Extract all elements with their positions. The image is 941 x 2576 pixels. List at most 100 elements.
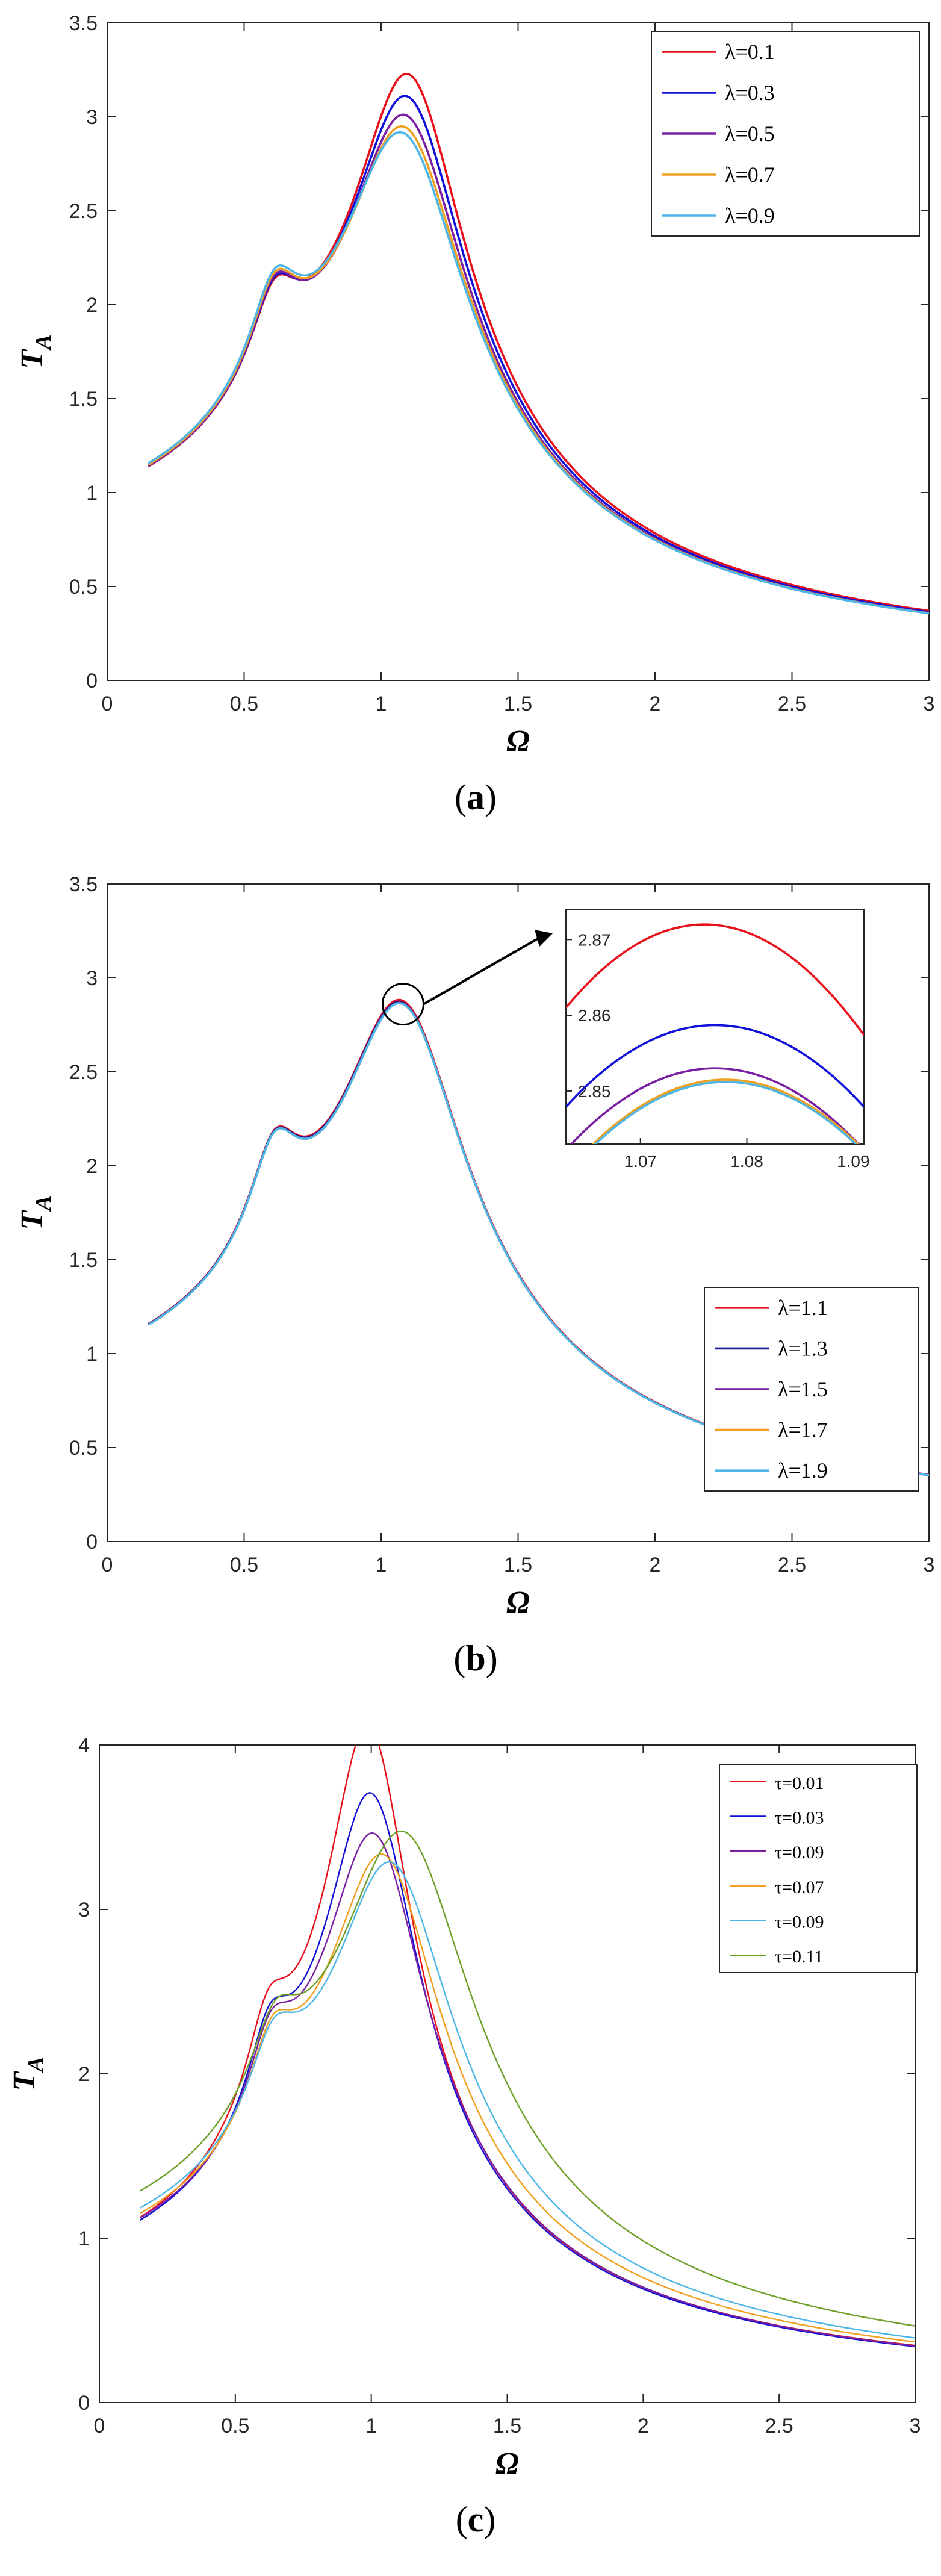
y-tick-label: 2.5 bbox=[69, 200, 98, 223]
inset-x-tick-label: 1.07 bbox=[624, 1152, 657, 1171]
chart-panel-b: 0 0.5 1 1.5 2 2.5 3 0 0.5 1 1.5 2 2.5 3 3.5 Ω TA λ=1.1 λ=1… bbox=[0, 861, 941, 1722]
y-tick-label: 0 bbox=[78, 2392, 90, 2415]
y-tick-label: 1 bbox=[86, 482, 98, 505]
y-tick-label: 3 bbox=[86, 106, 98, 129]
legend-label: τ=0.09 bbox=[775, 1912, 824, 1932]
chart-c-svg: 0 0.5 1 1.5 2 2.5 301234ΩTAτ=0.01τ=0.03τ=0.09τ… bbox=[7, 1734, 921, 2481]
legend-label: λ=1.3 bbox=[778, 1336, 828, 1360]
x-tick-label: 0 bbox=[94, 2415, 105, 2438]
y-tick-label: 1 bbox=[86, 1343, 98, 1366]
x-tick-label: 1.5 bbox=[493, 2415, 521, 2438]
series-line-5 bbox=[148, 131, 929, 615]
series-line-6 bbox=[140, 1830, 915, 2327]
inset-x-tick-label: 1.09 bbox=[837, 1152, 870, 1171]
legend-label: τ=0.09 bbox=[775, 1843, 824, 1862]
chart-a-caption: (a) bbox=[455, 777, 497, 817]
y-axis-label: TA bbox=[15, 334, 56, 369]
y-tick-label: 1.5 bbox=[69, 388, 98, 411]
svg-text:TA: TA bbox=[15, 1195, 56, 1230]
x-tick-label: 2 bbox=[650, 1554, 661, 1576]
chart-b-svg: 0 0.5 1 1.5 2 2.5 300.511.522.533.5ΩTAλ=1.1λ=1… bbox=[15, 873, 935, 1620]
series-line-2 bbox=[140, 1792, 915, 2348]
x-tick-label: 3 bbox=[910, 2415, 921, 2438]
legend-label: λ=1.1 bbox=[778, 1296, 828, 1320]
y-tick-label: 2 bbox=[78, 2063, 90, 2086]
zoom-inset: 1.07 1.08 1.09 2.85 2.86 2.87 bbox=[565, 909, 870, 1171]
x-tick-label: 0.5 bbox=[230, 1554, 258, 1576]
chart-c-caption: (c) bbox=[455, 2500, 496, 2539]
svg-text:TA: TA bbox=[15, 334, 56, 369]
x-axis-label: Ω bbox=[506, 1585, 530, 1620]
zoom-arrow-head bbox=[535, 930, 553, 947]
x-tick-label: 1 bbox=[376, 692, 387, 715]
legend-label: λ=0.9 bbox=[725, 204, 775, 228]
y-tick-label: 1.5 bbox=[69, 1249, 98, 1272]
chart-a-svg: 0 0.5 1 1.5 2 2.5 300.511.522.533.5ΩTAλ=0.1λ=0… bbox=[15, 12, 935, 759]
legend-label: λ=0.7 bbox=[725, 163, 775, 187]
legend-label: τ=0.03 bbox=[775, 1808, 824, 1828]
y-tick-label: 0.5 bbox=[69, 1437, 98, 1460]
x-tick-label: 1.5 bbox=[504, 692, 532, 715]
series-line-3 bbox=[140, 1832, 915, 2347]
legend: λ=0.1 λ=0.3 λ=0.5 λ=0.7 λ=0.9 bbox=[651, 31, 920, 237]
x-tick-label: 0.5 bbox=[230, 692, 258, 715]
x-tick-label: 2.5 bbox=[778, 692, 806, 715]
y-tick-label: 4 bbox=[78, 1734, 90, 1757]
y-tick-label: 3.5 bbox=[69, 873, 98, 896]
legend: λ=1.1 λ=1.3 λ=1.5 λ=1.7 λ=1.9 bbox=[704, 1287, 919, 1492]
zoom-arrow-line bbox=[423, 935, 542, 1006]
chart-a-caption-letter: a bbox=[467, 777, 485, 817]
legend-label: τ=0.01 bbox=[775, 1773, 824, 1793]
series-line-5 bbox=[140, 1861, 915, 2339]
inset-series-line-2 bbox=[566, 1024, 864, 1108]
series-line-4 bbox=[140, 1853, 915, 2343]
x-axis-label: Ω bbox=[495, 2447, 519, 2481]
y-tick-label: 2 bbox=[86, 294, 98, 317]
svg-text:TA: TA bbox=[7, 2056, 48, 2091]
y-tick-label: 2 bbox=[86, 1155, 98, 1178]
legend-label: λ=1.5 bbox=[778, 1377, 828, 1401]
inset-y-tick-label: 2.86 bbox=[578, 1006, 611, 1025]
x-tick-label: 2 bbox=[650, 692, 661, 715]
y-tick-label: 0 bbox=[86, 670, 98, 692]
y-axis-label: TA bbox=[15, 1195, 56, 1230]
x-tick-label: 2 bbox=[638, 2415, 649, 2438]
chart-panel-c: 0 0.5 1 1.5 2 2.5 3 0 1 2 3 4 Ω TA τ=0.01 τ=0.03 τ=0.09 τ… bbox=[0, 1722, 941, 2576]
x-tick-label: 1 bbox=[365, 2415, 377, 2438]
chart-b-caption: (b) bbox=[453, 1638, 498, 1678]
x-tick-label: 3 bbox=[924, 692, 935, 715]
legend-label: λ=1.9 bbox=[778, 1458, 828, 1482]
legend-label: λ=1.7 bbox=[778, 1418, 828, 1442]
legend-label: λ=0.5 bbox=[725, 122, 775, 146]
legend-label: τ=0.07 bbox=[775, 1878, 824, 1897]
y-tick-label: 0.5 bbox=[69, 576, 98, 599]
y-axis-label: TA bbox=[7, 2056, 48, 2091]
x-axis-label: Ω bbox=[506, 724, 530, 759]
chart-c-caption-letter: c bbox=[467, 2500, 484, 2539]
legend-label: λ=0.3 bbox=[725, 81, 775, 105]
series-line-1 bbox=[148, 72, 929, 612]
inset-series-line-1 bbox=[566, 923, 864, 1036]
x-tick-label: 2.5 bbox=[765, 2415, 793, 2438]
legend-box bbox=[719, 1764, 918, 1973]
chart-b-caption-letter: b bbox=[465, 1638, 486, 1678]
inset-series-line-4 bbox=[591, 1078, 860, 1144]
inset-series-line-3 bbox=[570, 1067, 860, 1144]
legend-label: λ=0.1 bbox=[725, 40, 775, 64]
inset-x-tick-label: 1.08 bbox=[730, 1152, 763, 1171]
legend: τ=0.01 τ=0.03 τ=0.09 τ=0.07 τ=0.09 τ=0.11 bbox=[719, 1764, 918, 1973]
inset-series-line-5 bbox=[594, 1081, 857, 1144]
y-tick-label: 2.5 bbox=[69, 1061, 98, 1084]
x-tick-label: 0 bbox=[102, 1554, 113, 1576]
x-tick-label: 2.5 bbox=[778, 1554, 806, 1576]
x-tick-label: 3 bbox=[924, 1554, 935, 1576]
x-tick-label: 1.5 bbox=[504, 1554, 532, 1576]
x-tick-label: 1 bbox=[376, 1554, 387, 1576]
inset-y-tick-label: 2.87 bbox=[578, 930, 611, 949]
inset-y-tick-label: 2.85 bbox=[578, 1082, 611, 1101]
y-tick-label: 3.5 bbox=[69, 12, 98, 35]
chart-panel-a: 0 0.5 1 1.5 2 2.5 3 0 0.5 1 1.5 2 2.5 3 3.5 Ω TA λ=0.1 λ=0… bbox=[0, 0, 941, 861]
y-tick-label: 3 bbox=[78, 1899, 90, 1921]
y-tick-label: 0 bbox=[86, 1531, 98, 1554]
series-line-2 bbox=[148, 95, 929, 614]
